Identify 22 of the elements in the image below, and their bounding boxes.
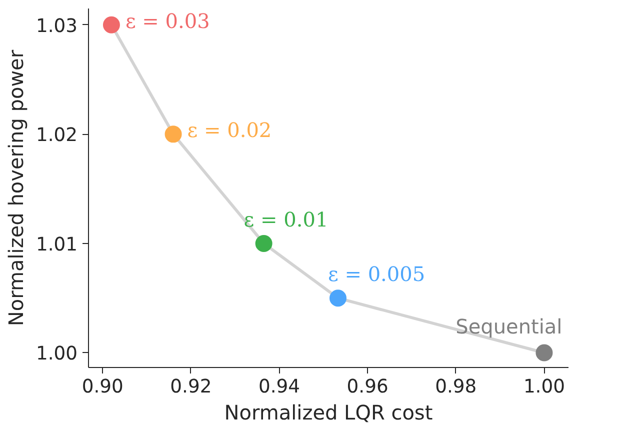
series-label: Sequential (456, 314, 562, 339)
y-axis-title: Normalized hovering power (4, 49, 28, 326)
series-label: ε = 0.03 (125, 8, 210, 33)
series-label: ε = 0.01 (244, 207, 328, 232)
point (102, 16, 120, 34)
y-tick-label: 1.01 (36, 234, 78, 256)
x-tick-label: 0.98 (435, 376, 477, 398)
x-tick-label: 0.90 (82, 376, 124, 398)
point (329, 290, 346, 307)
y-tick-label: 1.03 (36, 16, 78, 37)
series-label: ε = 0.02 (187, 118, 272, 142)
y-tick-label: 1.00 (36, 344, 78, 365)
series-label: ε = 0.005 (328, 262, 426, 286)
x-tick-label: 0.92 (170, 376, 212, 398)
point (536, 344, 553, 362)
x-tick-label: 1.00 (523, 376, 565, 398)
x-tick-label: 0.96 (346, 376, 388, 398)
point (255, 234, 272, 252)
y-tick-label: 1.02 (36, 125, 78, 146)
x-tick-label: 0.94 (258, 376, 300, 398)
x-axis-title: Normalized LQR cost (224, 400, 433, 424)
point (164, 126, 182, 143)
